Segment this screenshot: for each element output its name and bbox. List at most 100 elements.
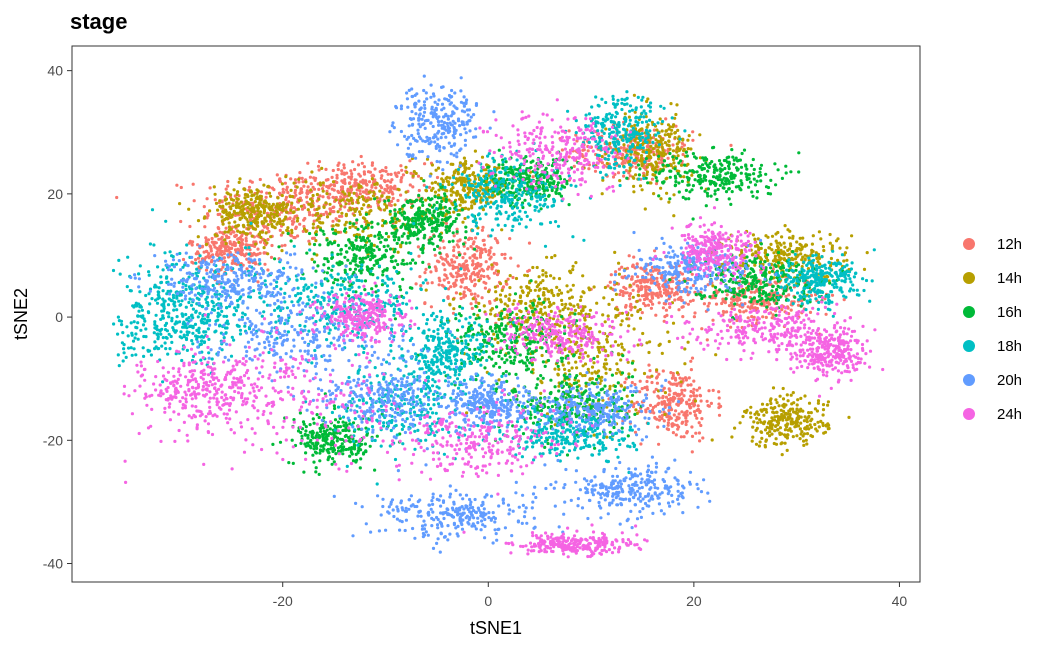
scatter-point xyxy=(235,197,239,201)
scatter-point xyxy=(220,200,224,204)
scatter-point xyxy=(310,199,314,203)
scatter-point xyxy=(248,190,253,194)
scatter-point xyxy=(578,298,583,302)
scatter-point xyxy=(343,178,347,182)
scatter-point xyxy=(378,170,382,174)
scatter-point xyxy=(643,304,648,308)
scatter-point xyxy=(805,432,810,436)
scatter-point xyxy=(805,442,809,446)
scatter-point xyxy=(601,387,605,391)
scatter-point xyxy=(444,258,448,262)
scatter-point xyxy=(349,177,353,181)
scatter-point xyxy=(226,212,230,217)
scatter-point xyxy=(609,146,613,150)
scatter-point xyxy=(630,313,634,317)
scatter-point xyxy=(678,147,682,151)
scatter-point xyxy=(865,251,869,255)
scatter-point xyxy=(462,290,466,294)
scatter-point xyxy=(697,431,702,435)
scatter-point xyxy=(566,354,570,358)
scatter-point xyxy=(421,203,425,207)
scatter-point xyxy=(586,367,590,371)
scatter-point xyxy=(488,300,492,304)
scatter-point xyxy=(822,431,826,435)
scatter-point xyxy=(513,355,517,359)
scatter-point xyxy=(389,188,393,192)
scatter-point xyxy=(426,281,430,285)
scatter-point xyxy=(597,341,601,345)
scatter-point xyxy=(667,418,671,422)
scatter-point xyxy=(294,193,298,197)
scatter-point xyxy=(699,423,703,428)
scatter-point xyxy=(675,416,680,420)
scatter-point xyxy=(227,221,231,225)
scatter-point xyxy=(640,188,644,192)
scatter-point xyxy=(376,222,380,226)
scatter-point xyxy=(803,426,807,430)
scatter-point xyxy=(636,275,640,279)
scatter-point xyxy=(322,205,326,209)
scatter-point xyxy=(456,328,460,332)
scatter-point xyxy=(246,223,250,227)
scatter-point xyxy=(507,351,511,355)
scatter-point xyxy=(322,212,326,217)
scatter-point xyxy=(630,380,634,385)
scatter-point xyxy=(330,187,334,191)
scatter-point xyxy=(224,242,228,246)
scatter-point xyxy=(243,188,247,192)
scatter-point xyxy=(656,425,660,429)
scatter-point xyxy=(621,161,625,165)
scatter-point xyxy=(809,293,814,298)
scatter-point xyxy=(553,385,557,389)
scatter-point xyxy=(615,362,619,366)
scatter-point xyxy=(476,272,480,276)
scatter-point xyxy=(689,394,693,398)
scatter-point xyxy=(498,282,503,286)
scatter-point xyxy=(788,412,792,416)
scatter-point xyxy=(818,262,822,266)
scatter-point xyxy=(280,249,284,253)
scatter-point xyxy=(194,258,198,262)
scatter-point xyxy=(544,274,549,278)
scatter-point xyxy=(660,416,664,421)
scatter-point xyxy=(204,242,209,246)
scatter-point xyxy=(472,312,476,316)
scatter-point xyxy=(455,265,459,269)
scatter-point xyxy=(578,372,583,376)
scatter-point xyxy=(254,217,258,222)
scatter-point xyxy=(373,182,377,186)
scatter-point xyxy=(513,388,517,392)
scatter-point xyxy=(454,317,458,321)
scatter-point xyxy=(595,301,599,305)
scatter-point xyxy=(685,413,689,417)
scatter-point xyxy=(686,302,691,306)
scatter-point xyxy=(373,197,377,201)
scatter-point xyxy=(667,339,671,344)
scatter-point xyxy=(478,269,482,273)
scatter-point xyxy=(206,213,210,218)
scatter-point xyxy=(526,269,530,273)
scatter-point xyxy=(249,215,254,219)
scatter-point xyxy=(343,192,347,196)
scatter-point xyxy=(620,397,624,401)
scatter-point xyxy=(721,297,725,301)
scatter-point xyxy=(331,205,335,210)
scatter-point xyxy=(537,311,542,315)
scatter-point xyxy=(218,248,222,252)
scatter-point xyxy=(462,163,467,167)
scatter-point xyxy=(540,381,544,385)
scatter-point xyxy=(424,267,428,271)
scatter-point xyxy=(504,324,508,328)
scatter-point xyxy=(473,278,477,282)
scatter-point xyxy=(339,204,343,208)
scatter-point xyxy=(467,166,471,170)
scatter-point xyxy=(803,415,807,419)
scatter-point xyxy=(253,262,258,266)
scatter-point xyxy=(342,171,346,175)
scatter-point xyxy=(447,216,451,220)
scatter-point xyxy=(677,412,681,416)
scatter-point xyxy=(233,234,237,239)
scatter-point xyxy=(500,252,504,257)
scatter-point xyxy=(483,366,487,370)
scatter-point xyxy=(267,202,271,206)
